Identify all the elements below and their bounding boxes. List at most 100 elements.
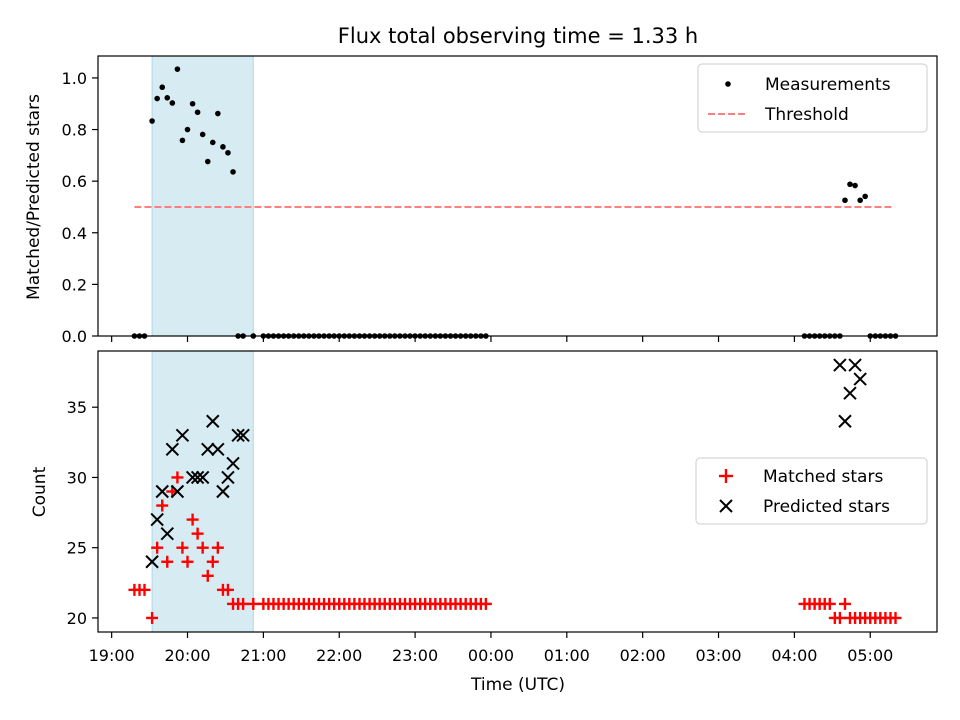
matched-stars-points bbox=[128, 471, 902, 624]
matched-star-point bbox=[833, 611, 846, 624]
predicted-star-marker-b bbox=[170, 484, 185, 499]
measurement-point bbox=[847, 181, 853, 188]
top-y-tick-label: 0.0 bbox=[62, 327, 87, 346]
predicted-star-point bbox=[160, 526, 174, 541]
predicted-star-point bbox=[211, 442, 225, 457]
bottom-legend-box bbox=[695, 457, 928, 525]
predicted-star-point bbox=[853, 372, 867, 386]
x-tick-label: 23:00 bbox=[392, 646, 438, 665]
legend-measurements-marker bbox=[725, 81, 731, 87]
predicted-star-marker-b bbox=[843, 386, 857, 400]
top-highlight-span bbox=[151, 55, 254, 337]
matched-star-point bbox=[237, 597, 250, 610]
x-tick-label: 02:00 bbox=[620, 646, 666, 665]
matched-star-point bbox=[479, 597, 492, 610]
predicted-star-point bbox=[175, 428, 190, 443]
predicted-star-point bbox=[848, 358, 862, 372]
predicted-star-marker-b bbox=[221, 470, 235, 485]
top-y-tick-label: 0.6 bbox=[62, 172, 87, 191]
matched-star-point bbox=[823, 597, 836, 610]
matched-star-point bbox=[151, 541, 164, 554]
matched-star-point bbox=[196, 541, 209, 554]
bottom-x-axis: 19:00 20:00 21:00 22:00 23:00 00:00 01:00 02:00… bbox=[89, 632, 893, 665]
bottom-y-axis: 20 25 30 35 bbox=[67, 398, 98, 628]
predicted-star-point bbox=[206, 414, 220, 428]
predicted-star-marker-b bbox=[236, 428, 250, 443]
bottom-y-tick-label: 35 bbox=[67, 398, 87, 417]
x-tick-label: 22:00 bbox=[316, 646, 362, 665]
measurement-point bbox=[225, 149, 231, 156]
predicted-star-marker-b bbox=[206, 414, 220, 428]
legend-predicted-marker bbox=[719, 499, 733, 513]
measurement-point bbox=[215, 110, 221, 117]
x-tick-label: 04:00 bbox=[771, 646, 817, 665]
predicted-star-point bbox=[145, 555, 159, 569]
predicted-star-marker-b bbox=[216, 484, 230, 499]
matched-star-point bbox=[146, 611, 159, 624]
predicted-star-marker-b bbox=[150, 512, 164, 527]
matched-star-point bbox=[181, 555, 194, 568]
chart-title: Flux total observing time = 1.33 h bbox=[338, 24, 698, 48]
bottom-y-axis-label: Count bbox=[30, 466, 50, 517]
matched-star-point bbox=[221, 583, 234, 596]
predicted-star-marker-b bbox=[160, 526, 174, 541]
matched-star-point bbox=[156, 499, 169, 512]
predicted-star-marker-b bbox=[190, 470, 205, 485]
top-legend: Measurements Threshold bbox=[697, 63, 928, 133]
predicted-star-point bbox=[170, 484, 185, 499]
measurement-point bbox=[189, 100, 196, 107]
matched-star-point bbox=[191, 527, 204, 540]
top-y-tick-label: 0.4 bbox=[62, 224, 87, 243]
measurement-point bbox=[220, 144, 226, 150]
panel-top: 0.0 0.2 0.4 0.6 0.8 1.0 Matched/Predicted sta… bbox=[24, 55, 938, 346]
matched-star-point bbox=[838, 597, 851, 610]
top-y-tick-label: 0.2 bbox=[62, 275, 87, 294]
legend-matched-marker bbox=[719, 469, 733, 483]
measurement-point bbox=[149, 118, 155, 124]
measurement-point bbox=[184, 126, 191, 133]
legend-threshold-label: Threshold bbox=[764, 105, 849, 125]
predicted-star-point bbox=[195, 470, 210, 485]
x-tick-label: 05:00 bbox=[847, 646, 893, 665]
measurement-point bbox=[159, 84, 166, 91]
predicted-star-marker-b bbox=[833, 358, 847, 372]
predicted-star-marker-b bbox=[211, 442, 225, 457]
predicted-star-point bbox=[838, 414, 852, 428]
x-axis-label: Time (UTC) bbox=[470, 675, 565, 695]
predicted-star-marker-b bbox=[226, 456, 240, 471]
predicted-star-point bbox=[231, 428, 245, 443]
legend-predicted-label: Predicted stars bbox=[763, 497, 890, 517]
predicted-star-marker-b bbox=[185, 470, 200, 485]
matched-star-point bbox=[186, 513, 199, 526]
predicted-star-marker-b bbox=[848, 358, 862, 372]
matched-star-point bbox=[161, 555, 174, 568]
bottom-legend: Matched stars Predicted stars bbox=[695, 457, 928, 525]
predicted-star-marker-b bbox=[175, 428, 190, 443]
predicted-star-point bbox=[226, 456, 240, 471]
measurement-point bbox=[209, 139, 216, 146]
bottom-plot-frame bbox=[97, 350, 938, 633]
x-tick-label: 20:00 bbox=[164, 646, 210, 665]
measurement-point bbox=[842, 197, 848, 204]
legend-matched-label: Matched stars bbox=[763, 467, 883, 487]
measurement-point bbox=[154, 95, 160, 102]
top-x-ticks bbox=[111, 336, 871, 342]
matched-star-point bbox=[201, 569, 214, 582]
measurement-point bbox=[204, 158, 211, 165]
x-tick-label: 01:00 bbox=[544, 646, 590, 665]
measurement-point bbox=[164, 95, 171, 101]
legend-measurements-label: Measurements bbox=[765, 75, 891, 95]
measurement-point bbox=[169, 100, 176, 106]
predicted-star-point bbox=[236, 428, 250, 443]
measurement-point bbox=[199, 131, 206, 138]
predicted-star-marker-b bbox=[155, 484, 169, 499]
matched-star-point bbox=[176, 541, 189, 554]
top-plot-frame bbox=[97, 55, 938, 337]
bottom-y-tick-label: 25 bbox=[67, 539, 87, 558]
predicted-star-marker-b bbox=[231, 428, 245, 443]
x-tick-label: 00:00 bbox=[468, 646, 514, 665]
bottom-y-tick-label: 20 bbox=[67, 609, 87, 628]
predicted-star-point bbox=[165, 442, 180, 457]
predicted-star-marker-b bbox=[853, 372, 867, 386]
